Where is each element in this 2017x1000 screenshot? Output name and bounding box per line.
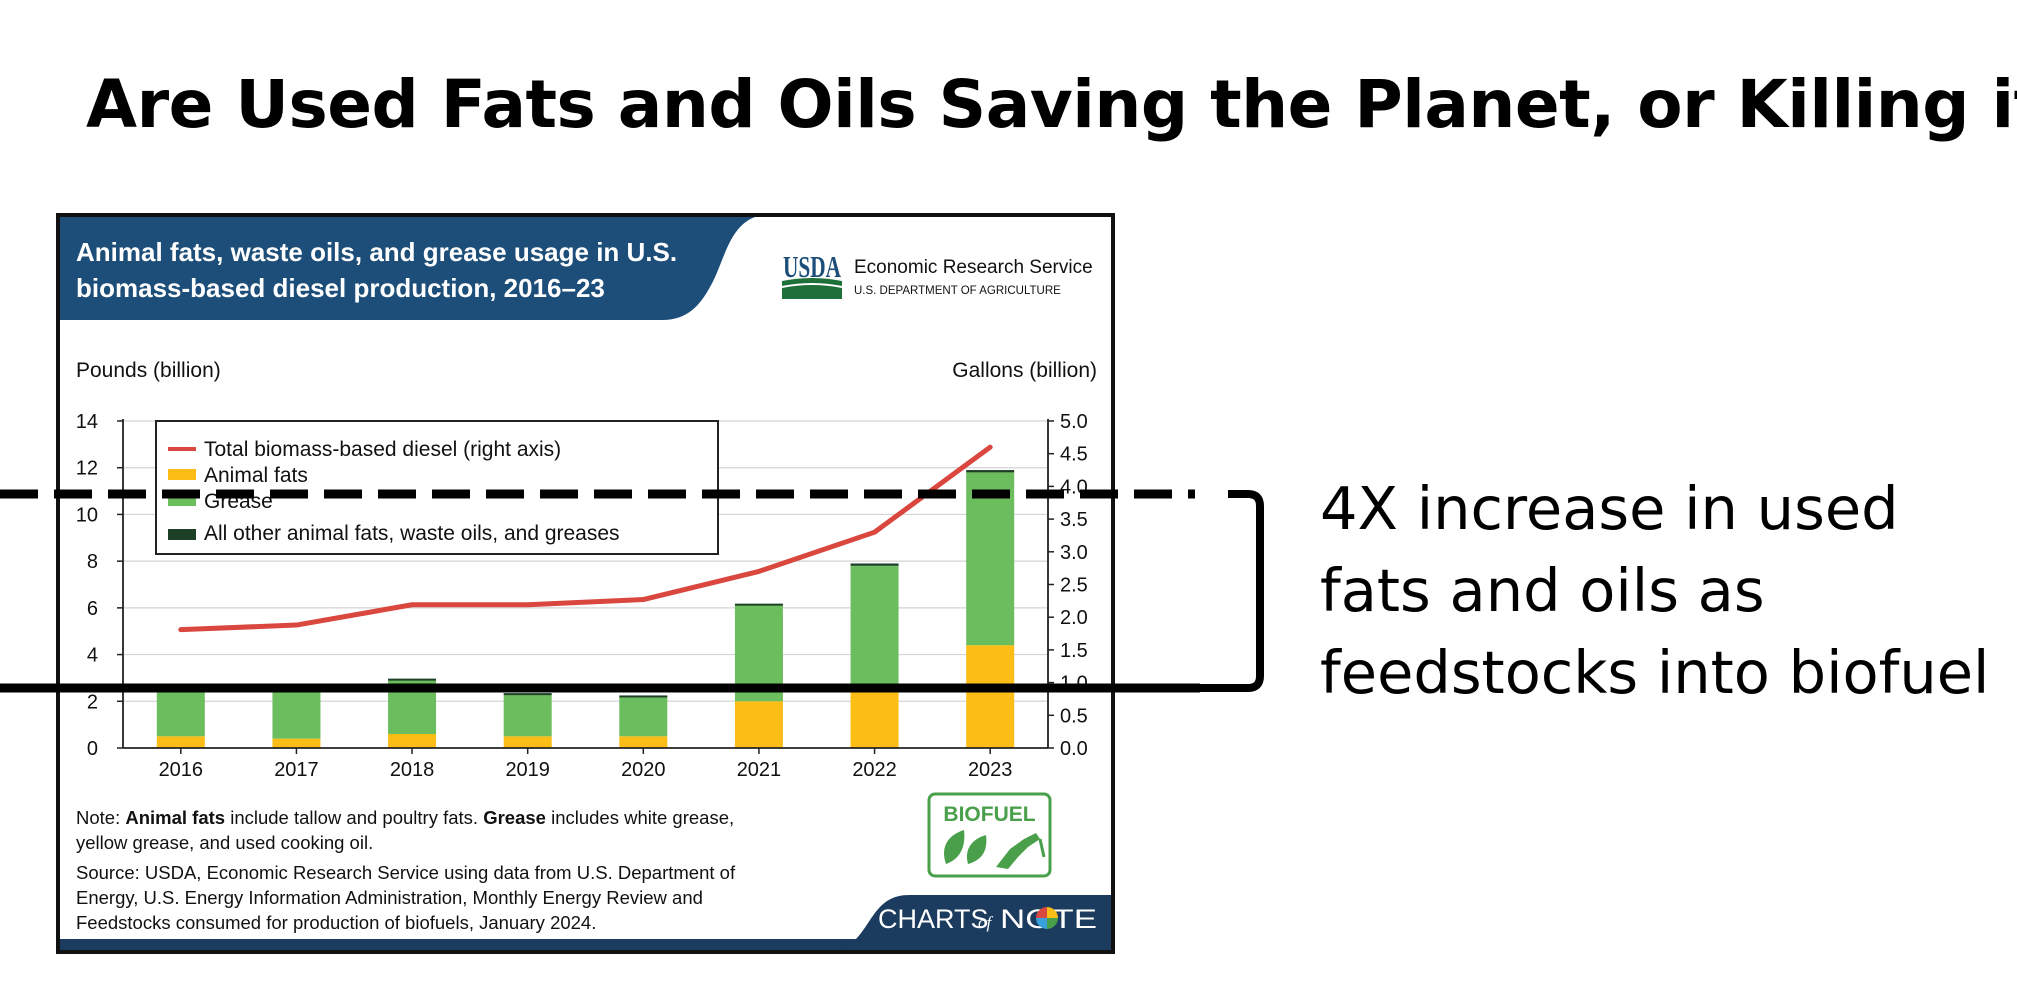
right-tick-label: 5.0 <box>1060 411 1088 433</box>
annotation-line-1: 4X increase in used <box>1320 474 1899 543</box>
bar-animal-fats <box>734 701 783 748</box>
bar-animal-fats <box>619 736 668 748</box>
x-tick-label: 2020 <box>621 759 666 781</box>
bar-grease <box>966 472 1015 646</box>
left-tick-label: 2 <box>87 691 98 713</box>
source-line-2: Energy, U.S. Energy Information Administ… <box>76 887 703 908</box>
fuel-nozzle-icon <box>996 833 1040 869</box>
legend-swatch-animal-fats <box>168 469 196 480</box>
x-tick-label: 2017 <box>274 759 319 781</box>
agency-dept: U.S. DEPARTMENT OF AGRICULTURE <box>854 285 1061 297</box>
right-tick-label: 0.5 <box>1060 705 1088 727</box>
bar-animal-fats <box>850 689 899 748</box>
source-line-1: Source: USDA, Economic Research Service … <box>76 862 736 883</box>
annotation-text: 4X increase in used fats and oils as fee… <box>1320 468 2000 714</box>
bar-animal-fats <box>388 733 437 748</box>
bar-other <box>619 695 668 698</box>
legend-label-animal-fats: Animal fats <box>204 464 308 487</box>
x-tick-label: 2022 <box>852 759 897 781</box>
left-tick-label: 10 <box>76 504 98 526</box>
brand-charts: CHARTS <box>878 904 989 934</box>
legend: Total biomass-based diesel (right axis) … <box>155 420 719 555</box>
usda-logo-swoosh-icon <box>782 278 842 299</box>
left-tick-label: 0 <box>87 738 98 760</box>
header-banner <box>60 217 755 320</box>
right-tick-label: 3.5 <box>1060 509 1088 531</box>
source-line-3: Feedstocks consumed for production of bi… <box>76 912 596 933</box>
axes: 024681012140.00.51.01.52.02.53.03.54.04.… <box>76 411 1088 781</box>
left-tick-label: 4 <box>87 645 98 667</box>
pie-logo-icon <box>1036 907 1058 929</box>
figure-title-line-2: biomass-based diesel production, 2016–23 <box>76 273 605 303</box>
note-run: Grease <box>483 807 546 828</box>
total-diesel-polyline <box>178 444 993 633</box>
chart-figure: Animal fats, waste oils, and grease usag… <box>56 213 1115 954</box>
note-run: include tallow and poultry fats. <box>225 807 483 828</box>
bar-animal-fats <box>503 736 552 748</box>
right-tick-label: 0.0 <box>1060 738 1088 760</box>
right-tick-label: 3.0 <box>1060 542 1088 564</box>
figure-title-line-1: Animal fats, waste oils, and grease usag… <box>76 237 677 267</box>
annotation-line-3: feedstocks into biofuel <box>1320 638 1990 707</box>
bar-grease <box>850 565 899 690</box>
slide-title: Are Used Fats and Oils Saving the Planet… <box>86 66 2017 143</box>
right-tick-label: 2.5 <box>1060 575 1088 597</box>
left-tick-label: 8 <box>87 551 98 573</box>
leaf-icon <box>944 830 965 864</box>
biofuel-badge-frame <box>927 792 1052 878</box>
note-run: Note: <box>76 807 125 828</box>
right-axis-title: Gallons (billion) <box>952 359 1097 382</box>
left-tick-label: 12 <box>76 458 98 480</box>
left-tick-label: 6 <box>87 598 98 620</box>
legend-box <box>155 420 719 555</box>
brand-of: of <box>978 913 994 932</box>
right-tick-label: 4.5 <box>1060 444 1088 466</box>
biofuel-badge-text: BIOFUEL <box>943 803 1035 826</box>
bar-grease <box>156 689 205 737</box>
bar-other <box>734 603 783 606</box>
left-tick-label: 14 <box>76 411 98 433</box>
bar-other <box>388 678 437 681</box>
bar-animal-fats <box>156 736 205 748</box>
range-bracket <box>1200 490 1264 692</box>
biofuel-badge: BIOFUEL <box>927 792 1052 878</box>
usda-logo: USDA <box>781 249 843 299</box>
bar-animal-fats <box>272 738 321 748</box>
legend-swatch-grease <box>168 495 196 506</box>
right-tick-label: 2.0 <box>1060 607 1088 629</box>
bar-other <box>966 470 1015 473</box>
charts-of-note-logo: CHARTS of NOTE <box>878 904 1097 934</box>
annotation-line-2: fats and oils as <box>1320 556 1765 625</box>
bar-other <box>503 693 552 696</box>
bar-grease <box>619 696 668 737</box>
legend-label-total: Total biomass-based diesel (right axis) <box>204 438 561 461</box>
x-tick-label: 2019 <box>505 759 550 781</box>
legend-swatch-other <box>168 529 196 540</box>
total-diesel-line <box>178 444 993 633</box>
note-line-2: yellow grease, and used cooking oil. <box>76 832 373 853</box>
note-run: Animal fats <box>125 807 225 828</box>
chart-svg: Animal fats, waste oils, and grease usag… <box>60 217 1111 950</box>
note-run: includes white grease, <box>546 807 734 828</box>
x-tick-label: 2023 <box>968 759 1013 781</box>
note-line-1: Note: Animal fats include tallow and pou… <box>76 807 734 828</box>
legend-label-other: All other animal fats, waste oils, and g… <box>204 522 620 545</box>
bar-grease <box>503 694 552 737</box>
right-tick-label: 1.5 <box>1060 640 1088 662</box>
bar-other <box>850 563 899 566</box>
bar-animal-fats <box>966 645 1015 748</box>
agency-name: Economic Research Service <box>854 257 1093 278</box>
x-tick-label: 2016 <box>159 759 204 781</box>
leaf-icon-2 <box>966 835 987 864</box>
bar-grease <box>272 687 321 739</box>
x-tick-label: 2018 <box>390 759 435 781</box>
left-axis-title: Pounds (billion) <box>76 359 221 382</box>
x-tick-label: 2021 <box>737 759 782 781</box>
